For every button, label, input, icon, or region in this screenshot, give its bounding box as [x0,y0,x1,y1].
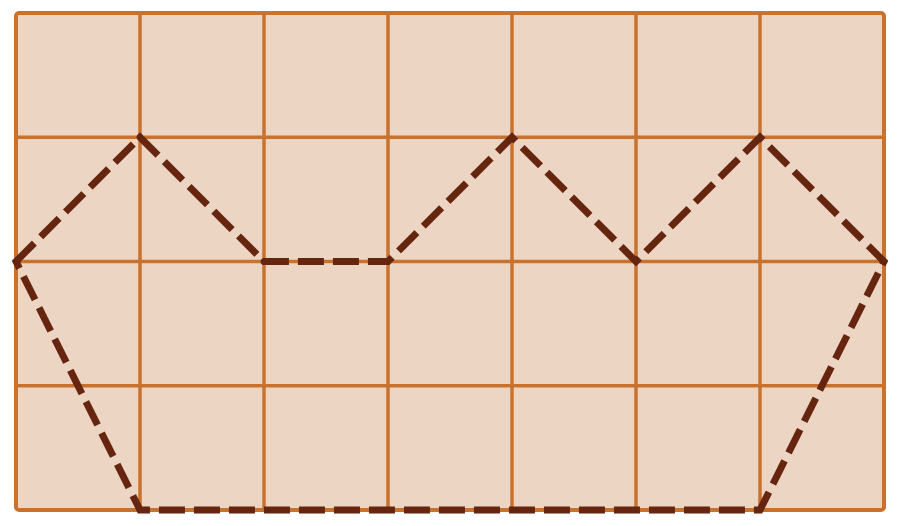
polygon-vertex [632,258,640,265]
grid [14,11,886,512]
polygon-vertex [260,258,268,265]
polygon-vertex [756,506,764,514]
polygon-vertex [756,133,764,141]
polygon-vertex [136,133,144,141]
dashed-polygon-layer [11,132,889,514]
polygon-vertex [12,258,20,265]
polygon-vertex [880,258,888,265]
polygon-vertex [508,133,516,141]
polygon-vertex [136,506,144,514]
polygon-vertex [384,258,392,265]
